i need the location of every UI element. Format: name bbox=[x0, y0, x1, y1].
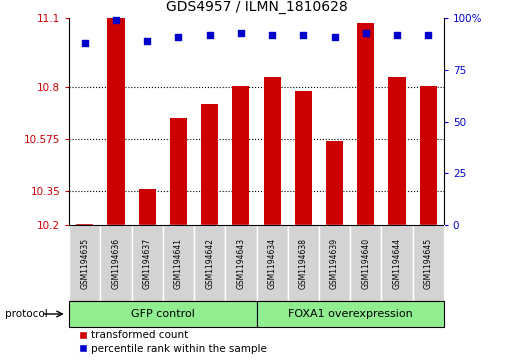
Text: GSM1194641: GSM1194641 bbox=[174, 238, 183, 289]
Bar bbox=[256, 301, 444, 327]
Point bbox=[237, 30, 245, 36]
Bar bbox=[108, 18, 125, 225]
Text: GSM1194643: GSM1194643 bbox=[236, 238, 245, 289]
Text: GSM1194639: GSM1194639 bbox=[330, 238, 339, 289]
Bar bbox=[76, 224, 93, 225]
Text: GSM1194637: GSM1194637 bbox=[143, 238, 152, 289]
Bar bbox=[225, 225, 256, 301]
Point bbox=[143, 38, 151, 44]
Bar bbox=[194, 225, 225, 301]
Bar bbox=[163, 225, 194, 301]
Text: GFP control: GFP control bbox=[131, 309, 195, 319]
Text: GSM1194634: GSM1194634 bbox=[268, 238, 277, 289]
Text: GSM1194642: GSM1194642 bbox=[205, 238, 214, 289]
Bar bbox=[319, 225, 350, 301]
Bar bbox=[295, 90, 312, 225]
Bar bbox=[288, 225, 319, 301]
Point bbox=[299, 32, 307, 38]
Bar bbox=[69, 301, 256, 327]
Text: GSM1194638: GSM1194638 bbox=[299, 238, 308, 289]
Text: FOXA1 overexpression: FOXA1 overexpression bbox=[288, 309, 412, 319]
Bar bbox=[388, 77, 405, 225]
Point bbox=[174, 34, 183, 40]
Bar bbox=[132, 225, 163, 301]
Legend: transformed count, percentile rank within the sample: transformed count, percentile rank withi… bbox=[74, 326, 271, 358]
Bar bbox=[69, 225, 101, 301]
Bar bbox=[420, 86, 437, 225]
Bar bbox=[412, 225, 444, 301]
Bar bbox=[381, 225, 412, 301]
Point bbox=[112, 17, 120, 23]
Text: GSM1194644: GSM1194644 bbox=[392, 238, 402, 289]
Point bbox=[362, 30, 370, 36]
Bar bbox=[201, 104, 218, 225]
Point bbox=[330, 34, 339, 40]
Bar bbox=[256, 225, 288, 301]
Text: GSM1194640: GSM1194640 bbox=[361, 238, 370, 289]
Text: protocol: protocol bbox=[5, 309, 48, 319]
Title: GDS4957 / ILMN_1810628: GDS4957 / ILMN_1810628 bbox=[166, 0, 347, 15]
Bar bbox=[101, 225, 132, 301]
Point bbox=[424, 32, 432, 38]
Bar bbox=[232, 86, 249, 225]
Point bbox=[206, 32, 214, 38]
Bar bbox=[139, 189, 156, 225]
Text: GSM1194636: GSM1194636 bbox=[111, 238, 121, 289]
Text: GSM1194635: GSM1194635 bbox=[81, 238, 89, 289]
Bar bbox=[264, 77, 281, 225]
Bar bbox=[357, 23, 374, 225]
Bar bbox=[326, 141, 343, 225]
Point bbox=[393, 32, 401, 38]
Point bbox=[268, 32, 276, 38]
Bar bbox=[170, 118, 187, 225]
Text: GSM1194645: GSM1194645 bbox=[424, 238, 432, 289]
Bar bbox=[350, 225, 381, 301]
Point bbox=[81, 40, 89, 46]
